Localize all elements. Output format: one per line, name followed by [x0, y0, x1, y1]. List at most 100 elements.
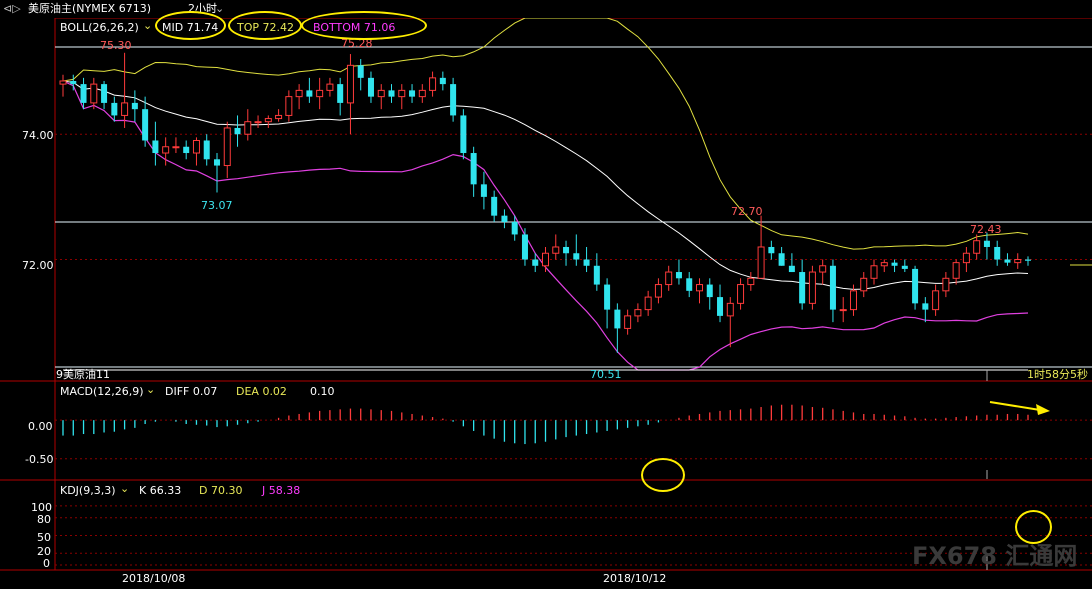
candle-body-down	[521, 234, 528, 260]
kdj-indicator-name[interactable]: KDJ(9,3,3)	[60, 484, 116, 497]
candle-body-down	[686, 278, 693, 291]
candle-body-up	[973, 240, 981, 254]
candle-body-up	[377, 89, 385, 98]
candle-body-down	[409, 90, 416, 97]
candle-body-down	[532, 259, 539, 266]
candle-body-down	[80, 84, 87, 103]
candle-body-up	[747, 277, 755, 286]
candle-body-up	[542, 252, 549, 267]
candle-body-down	[337, 84, 344, 103]
candle-body-down	[367, 77, 374, 97]
status-countdown: 1时58分5秒	[1027, 368, 1088, 381]
kdj-j-value: J 58.38	[262, 484, 301, 497]
candle-body-up	[634, 309, 642, 317]
macd-tick-0: 0.00	[28, 420, 53, 433]
candle-body-down	[480, 184, 487, 197]
highlight-oval-top	[228, 11, 302, 40]
candle-body-up	[808, 271, 816, 304]
nav-arrows-icon[interactable]: ⊲▷	[3, 2, 21, 15]
candle-body-down	[768, 246, 775, 254]
candle-body-down	[470, 153, 477, 185]
annotation-high-2: 75.28	[341, 37, 373, 50]
candle-body-up	[264, 118, 272, 123]
candle-body-up	[870, 265, 878, 279]
candle-body-up	[316, 89, 324, 98]
watermark-logo: FX678 汇通网	[912, 542, 1078, 570]
candle-body-down	[583, 259, 590, 266]
candle-body-down	[1004, 259, 1011, 263]
candle-body-up	[418, 89, 426, 98]
candle-body-down	[152, 140, 159, 154]
arrow-annotation-line	[989, 401, 1041, 411]
candle-body-down	[1025, 259, 1031, 261]
candle-body-up	[244, 121, 252, 135]
candle-body-down	[142, 109, 149, 141]
macd-dea-value: DEA 0.02	[236, 385, 287, 398]
candle-body-up	[275, 114, 283, 120]
candle-body-up	[880, 262, 888, 267]
x-date-2: 2018/10/12	[603, 572, 667, 585]
candle-body-up	[326, 83, 334, 91]
candle-body-down	[891, 262, 898, 266]
macd-indicator-name[interactable]: MACD(12,26,9)	[60, 385, 144, 398]
annotation-low-1: 73.07	[201, 199, 233, 212]
candle-body-up	[654, 284, 662, 298]
chevron-down-icon[interactable]: ⌄	[215, 2, 225, 15]
chevron-down-icon[interactable]: ⌄	[146, 383, 156, 396]
candle-body-up	[860, 277, 868, 292]
candle-body-up	[172, 146, 180, 149]
annotation-low-2: 70.51	[590, 368, 622, 381]
candle-body-up	[726, 302, 734, 317]
candle-body-up	[90, 83, 98, 104]
price-tick-74: 74.00	[22, 129, 54, 142]
chevron-down-icon[interactable]: ⌄	[143, 19, 153, 32]
kdj-k-value: K 66.33	[139, 484, 182, 497]
candle-body-up	[162, 146, 170, 154]
candle-body-up	[737, 284, 745, 304]
x-date-1: 2018/10/08	[122, 572, 186, 585]
kdj-tick-50: 50	[37, 531, 51, 544]
annotation-high-4: 72.43	[970, 223, 1002, 236]
macd-diff-value: DIFF 0.07	[165, 385, 218, 398]
candle-body-down	[593, 265, 600, 285]
highlight-oval-bottom	[301, 11, 427, 40]
status-instrument: 9美原油11	[56, 368, 110, 381]
candle-body-down	[101, 84, 108, 103]
candle-body-up	[1014, 259, 1022, 264]
candle-body-down	[912, 268, 919, 304]
boll-bottom-line	[62, 80, 1029, 371]
kdj-tick-80: 80	[37, 513, 51, 526]
candle-body-down	[922, 303, 929, 310]
candle-body-down	[799, 272, 806, 304]
macd-tick-neg05: -0.50	[25, 453, 54, 466]
candle-body-up	[346, 64, 354, 104]
candle-body-down	[604, 284, 611, 310]
candle-body-down	[675, 272, 682, 279]
candle-body-down	[460, 115, 467, 154]
candle-body-up	[819, 265, 827, 273]
candle-body-down	[131, 102, 138, 110]
candle-body-down	[357, 65, 364, 78]
candle-body-up	[839, 309, 847, 312]
candle-body-up	[952, 262, 960, 279]
candle-body-up	[59, 80, 67, 85]
candle-body-down	[788, 265, 795, 273]
chevron-down-icon[interactable]: ⌄	[120, 482, 130, 495]
boll-indicator-name[interactable]: BOLL(26,26,2)	[60, 21, 139, 34]
annotation-high-1: 75.30	[100, 39, 132, 52]
candle-body-down	[511, 221, 518, 235]
kdj-tick-0: 0	[43, 557, 50, 570]
candle-body-up	[962, 252, 970, 264]
candle-body-up	[192, 139, 200, 154]
candle-body-down	[706, 284, 713, 298]
price-tick-72: 72.00	[22, 259, 54, 272]
candle-body-down	[573, 253, 580, 260]
candle-body-up	[254, 121, 262, 124]
candle-body-down	[614, 309, 621, 329]
kdj-d-value: D 70.30	[199, 484, 243, 497]
highlight-oval-mid	[155, 11, 226, 40]
macd-histogram-value: 0.10	[310, 385, 335, 398]
candle-body-down	[563, 246, 570, 254]
candle-body-down	[203, 140, 210, 160]
